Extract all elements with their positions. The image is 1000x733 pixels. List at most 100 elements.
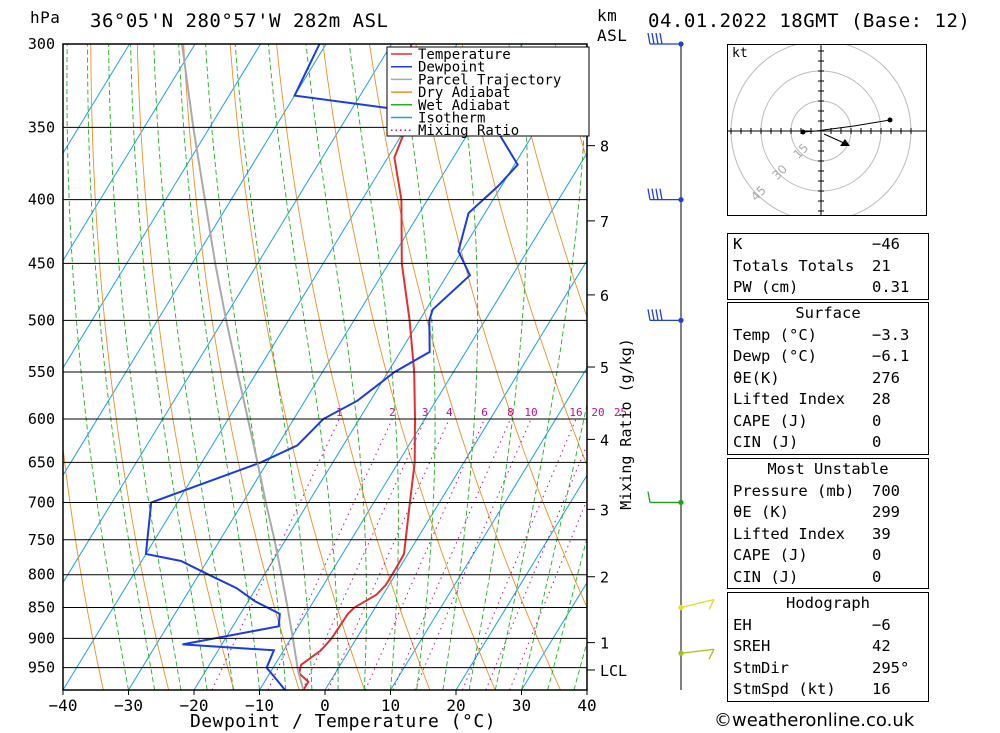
mixing-ratio-value-label: 16 [569,406,582,419]
wet-adiabat-line [468,44,528,690]
wind-barb-staff [680,648,715,654]
hodograph-ring-label: 30 [769,162,790,183]
wind-barb-feather [659,188,663,200]
wind-barb-feather [655,32,659,45]
wind-barb-feather [647,491,651,503]
location-title: 36°05'N 280°57'W 282m ASL [90,10,389,32]
pw-row: PW (cm) 0.31 [733,278,910,296]
temperature-tick-label: 40 [577,696,596,715]
mixing-ratio-value-label: 4 [446,406,453,419]
hodograph-params-row: EH −6 [733,615,891,634]
x-axis-label: Dewpoint / Temperature (°C) [190,711,496,732]
temperature-tick-label: −20 [180,696,209,715]
wet-adiabat-line [153,44,234,690]
dry-adiabat-line [695,44,721,690]
isotherm-line [390,366,587,690]
hodograph-ring-label: 45 [748,183,769,204]
pressure-tick-label: 900 [28,629,55,647]
wind-barb-feather [655,309,659,321]
mixing-ratio-line [461,418,577,690]
wind-barb [647,491,684,506]
surface-row: Temp (°C) −3.3 [733,325,910,344]
wet-adiabat-line [130,44,208,690]
most-unstable-row: CAPE (J) 0 [733,546,882,564]
temperature-tick-label: 20 [446,696,465,715]
hodograph-unit-label: kt [732,46,748,61]
surface-row: Lifted Index 28 [733,390,891,408]
datetime-title: 04.01.2022 18GMT (Base: 12) [648,10,971,32]
hodograph-params-table: Hodograph EH −6 SREH 42 StmDir 295° StmSpd … [727,592,929,702]
temperature-tick-label: −10 [245,696,274,715]
dry-adiabat-line [229,44,366,690]
storm-motion-marker [840,139,850,146]
temperature-tick-label: −40 [49,696,78,715]
most-unstable-row: Lifted Index 39 [733,524,891,543]
isotherm-line [259,152,587,690]
most-unstable-row: Pressure (mb) 700 [733,481,900,500]
height-tick-label: 5 [600,359,609,377]
legend-entry: Temperature [418,47,511,63]
wind-barb [678,648,715,660]
totals-totals-row: Totals Totals 21 [733,256,891,275]
hodograph-params-row: StmSpd (kt) 16 [733,680,891,698]
mixing-ratio-line [364,418,485,690]
dry-adiabat-line [415,44,587,609]
wind-barb [647,188,684,203]
mixing-ratio-value-label: 3 [422,406,429,419]
mixing-ratio-line [485,443,587,690]
isotherm-line [455,474,587,690]
footer-copyright[interactable]: ©weatheronline.co.uk [714,710,915,731]
pressure-tick-label: 500 [28,311,55,329]
temperature-tick-label: −30 [114,696,143,715]
wet-adiabat-line [108,44,182,690]
pressure-tick-label: 600 [28,410,55,428]
dry-adiabat-line [554,44,587,162]
indices-table: K −46 Totals Totals 21 PW (cm) 0.31 [727,233,929,300]
mixing-ratio-value-label: 2 [389,406,396,419]
wet-adiabat-line [305,44,367,690]
surface-table: Surface Temp (°C) −3.3 Dewp (°C) −6.1 θE(K… [727,302,929,455]
dry-adiabat-line [461,44,587,467]
dry-adiabat-line [90,44,170,690]
height-tick-label: LCL [600,662,627,680]
height-tick-label: 7 [600,213,609,231]
temperature-tick-label: 30 [512,696,531,715]
dry-adiabat-line [322,44,496,690]
isotherm-line [63,44,327,477]
hodograph-params-row: SREH 42 [733,637,891,655]
pressure-tick-label: 450 [28,254,55,272]
height-tick-label: 1 [600,635,609,653]
surface-row: θE(K) 276 [733,368,900,387]
wet-adiabat-line [178,44,260,690]
wind-barb [678,598,715,611]
hodograph-panel: kt 15 30 45 [727,40,927,222]
dry-adiabat-line [648,44,720,690]
pressure-tick-label: 800 [28,566,55,584]
temperature-profile [297,44,417,690]
dry-adiabat-line [63,444,104,690]
wet-adiabat-line [573,640,587,690]
temperature-tick-label: 0 [320,696,330,715]
surface-row: CIN (J) 0 [733,433,882,451]
height-tick-label: 6 [600,287,609,305]
wet-adiabat-line [442,44,479,690]
wind-barb-feather [651,188,655,200]
hodograph-params-title: Hodograph [786,594,870,612]
wet-adiabat-line [87,44,156,690]
wind-barb-dot [678,604,684,611]
height-tick-label: 4 [600,431,609,449]
wind-barb-feather [659,309,663,321]
legend-entry: Parcel Trajectory [418,72,561,88]
wet-adiabat-line [398,44,436,690]
isotherm-line [128,44,523,690]
most-unstable-row: θE (K) 299 [733,503,900,521]
pressure-tick-label: 550 [28,363,55,381]
mixing-ratio-value-label: 10 [524,406,537,419]
wind-barb [647,32,684,47]
wind-barb-flag [708,648,715,660]
temperature-tick-label: 10 [381,696,400,715]
mixing-ratio-line [267,418,393,690]
wind-barb-feather [647,309,651,321]
